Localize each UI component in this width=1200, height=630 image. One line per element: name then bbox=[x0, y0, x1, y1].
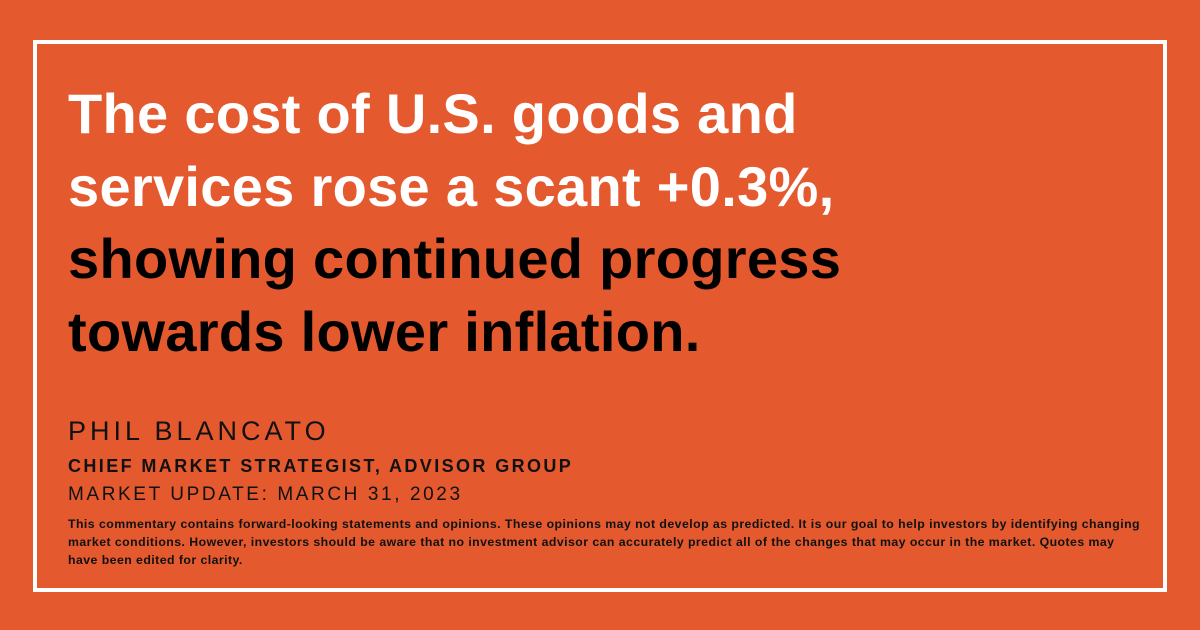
quote-line: showing continued progress bbox=[68, 227, 842, 290]
author-role: CHIEF MARKET STRATEGIST, ADVISOR GROUP bbox=[68, 456, 574, 476]
disclaimer: This commentary contains forward-looking… bbox=[68, 517, 1141, 567]
quote-line: The cost of U.S. goods and bbox=[68, 82, 798, 145]
quote: The cost of U.S. goods and services rose … bbox=[68, 78, 841, 368]
quote-line: services rose a scant +0.3%, bbox=[68, 154, 835, 218]
author-name: PHIL BLANCATO bbox=[68, 416, 330, 446]
quote-line: towards lower inflation. bbox=[68, 299, 701, 363]
frame bbox=[33, 40, 1167, 592]
update-date: MARKET UPDATE: MARCH 31, 2023 bbox=[68, 484, 463, 505]
